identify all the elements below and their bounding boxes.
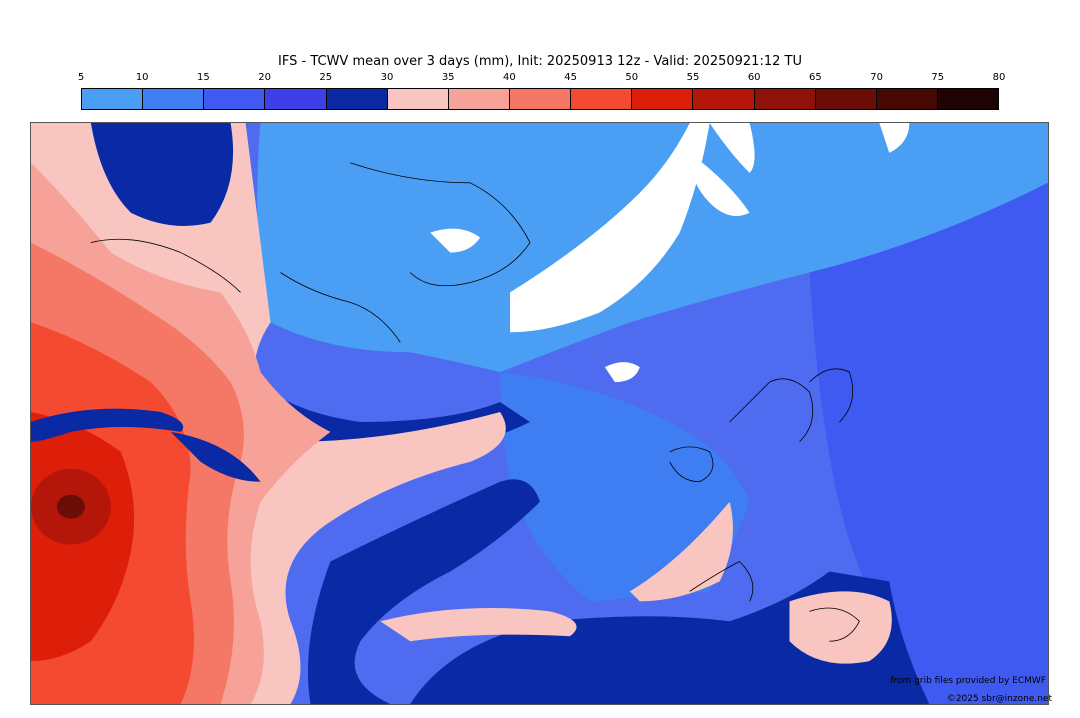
colorbar-segment: [754, 89, 816, 109]
warm-band-south: [380, 607, 577, 642]
colorbar-tick-label: 35: [441, 72, 455, 83]
colorbar-tick-label: 5: [77, 72, 85, 83]
colorbar-segment: [448, 89, 510, 109]
greenland-mask: [510, 123, 710, 333]
colorbar-segment: [632, 89, 694, 109]
iceland-mask: [604, 362, 640, 383]
navy-intrusion-center: [170, 431, 261, 482]
svalbard-mask: [879, 123, 910, 153]
source-credit: from grib files provided by ECMWF: [890, 676, 1046, 686]
colorbar-tick-label: 55: [686, 72, 700, 83]
coastlines: [90, 162, 860, 642]
colorbar-segment: [509, 89, 572, 109]
colorbar-tick-label: 40: [503, 72, 516, 83]
ellesmere-mask: [689, 152, 750, 217]
colorbar-segment: [204, 89, 266, 109]
navy-top-left: [90, 123, 234, 226]
arctic-mask: [709, 123, 755, 173]
colorbar-segment: [693, 89, 755, 109]
cyclone-center: [56, 494, 85, 519]
colorbar-tick-labels: 5 10 15 20 25 30 35 40 45 50 55 60 65 70 75 80: [77, 72, 1006, 86]
colorbar-segment: [143, 89, 205, 109]
colorbar-segment: [571, 89, 633, 109]
colorbar-tick-label: 70: [870, 72, 883, 83]
colorbar-tick-label: 15: [197, 72, 210, 83]
colorbar-tick-label: 60: [747, 72, 761, 83]
colorbar-tick-label: 20: [258, 72, 271, 83]
colorbar-tick-label: 30: [380, 72, 394, 83]
navy-intrusion-west: [31, 408, 184, 442]
warm-pocket-iberia: [629, 501, 733, 602]
navy-band-atlantic: [307, 479, 540, 704]
colorbar-segment: [387, 89, 449, 109]
colorbar-legend: [81, 88, 999, 110]
colorbar-tick-label: 45: [564, 72, 577, 83]
tcwv-map[interactable]: [30, 122, 1049, 705]
warm-pocket-mediterranean: [789, 591, 892, 664]
map-canvas: [31, 123, 1048, 704]
blue-zone-central: [500, 372, 750, 602]
colorbar-segment: [815, 89, 877, 109]
colorbar-tick-label: 65: [809, 72, 822, 83]
baffin-mask: [430, 228, 481, 253]
map-title: IFS - TCWV mean over 3 days (mm), Init: …: [278, 54, 802, 69]
violet-zone-east: [809, 182, 1048, 704]
colorbar-segment: [265, 89, 327, 109]
copyright-credit: ©2025 sbr@inzone.net: [946, 694, 1052, 704]
colorbar-tick-label: 25: [319, 72, 333, 83]
colorbar-tick-label: 75: [931, 72, 945, 83]
colorbar-segment: [876, 89, 938, 109]
colorbar-tick-label: 50: [625, 72, 639, 83]
colorbar-segment: [82, 89, 144, 109]
colorbar-segment: [326, 89, 388, 109]
colorbar-tick-label: 10: [135, 72, 149, 83]
colorbar-segment: [937, 89, 999, 109]
colorbar-tick-label: 80: [992, 72, 1006, 83]
